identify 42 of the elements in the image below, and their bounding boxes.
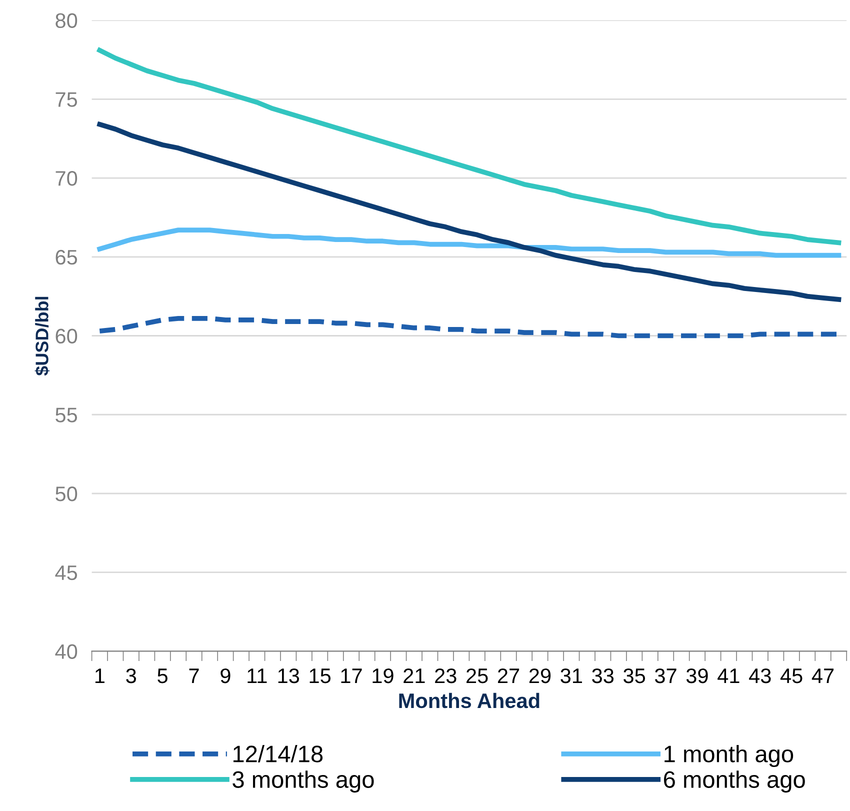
- x-tick-label: 47: [812, 668, 834, 683]
- x-tick-label: 3: [126, 668, 136, 684]
- x-tick-label: 7: [189, 668, 199, 683]
- line-series: [97, 228, 842, 258]
- y-tick-label: 50: [56, 486, 78, 502]
- y-tick-label: 45: [55, 566, 78, 580]
- y-tick-label: 40: [55, 644, 78, 659]
- x-axis-title: Months Ahead: [399, 692, 540, 708]
- y-tick-label: 65: [56, 250, 78, 265]
- x-tick-label: 13: [278, 668, 300, 684]
- x-tick-label: 9: [220, 668, 230, 684]
- x-tick-label: 21: [404, 668, 425, 683]
- y-tick-label: 55: [56, 408, 78, 422]
- legend-label: 12/14/18: [233, 745, 323, 762]
- x-tick-label: 35: [624, 668, 646, 684]
- x-tick-label: 43: [749, 668, 771, 684]
- x-tick-label: 5: [158, 668, 168, 684]
- legend-label: 3 months ago: [232, 770, 374, 793]
- x-tick-label: 33: [592, 668, 614, 684]
- y-tick-label: 80: [56, 13, 78, 28]
- x-tick-label: 17: [341, 668, 362, 683]
- line-series: [97, 48, 842, 246]
- y-tick-label: 75: [56, 92, 78, 107]
- x-tick-label: 15: [310, 668, 331, 684]
- x-tick-label: 11: [248, 668, 267, 683]
- x-tick-label: 19: [372, 668, 394, 684]
- x-tick-label: 41: [718, 668, 740, 683]
- x-tick-label: 23: [435, 668, 456, 684]
- x-tick-label: 27: [498, 668, 520, 683]
- x-tick-label: 45: [780, 668, 802, 684]
- x-tick-label: 1: [95, 668, 104, 683]
- x-tick-label: 29: [529, 668, 551, 684]
- x-tick-label: 25: [466, 668, 488, 684]
- line-series: [97, 122, 842, 302]
- x-tick-label: 39: [686, 668, 708, 684]
- x-tick-label: 37: [654, 668, 676, 684]
- y-axis-title: $USD/bbl: [34, 296, 50, 376]
- x-tick-label: 31: [560, 668, 582, 684]
- y-tick-label: 70: [56, 171, 78, 186]
- legend-label: 6 months ago: [664, 770, 805, 793]
- y-tick-label: 60: [56, 328, 78, 344]
- legend-label: 1 month ago: [664, 745, 794, 768]
